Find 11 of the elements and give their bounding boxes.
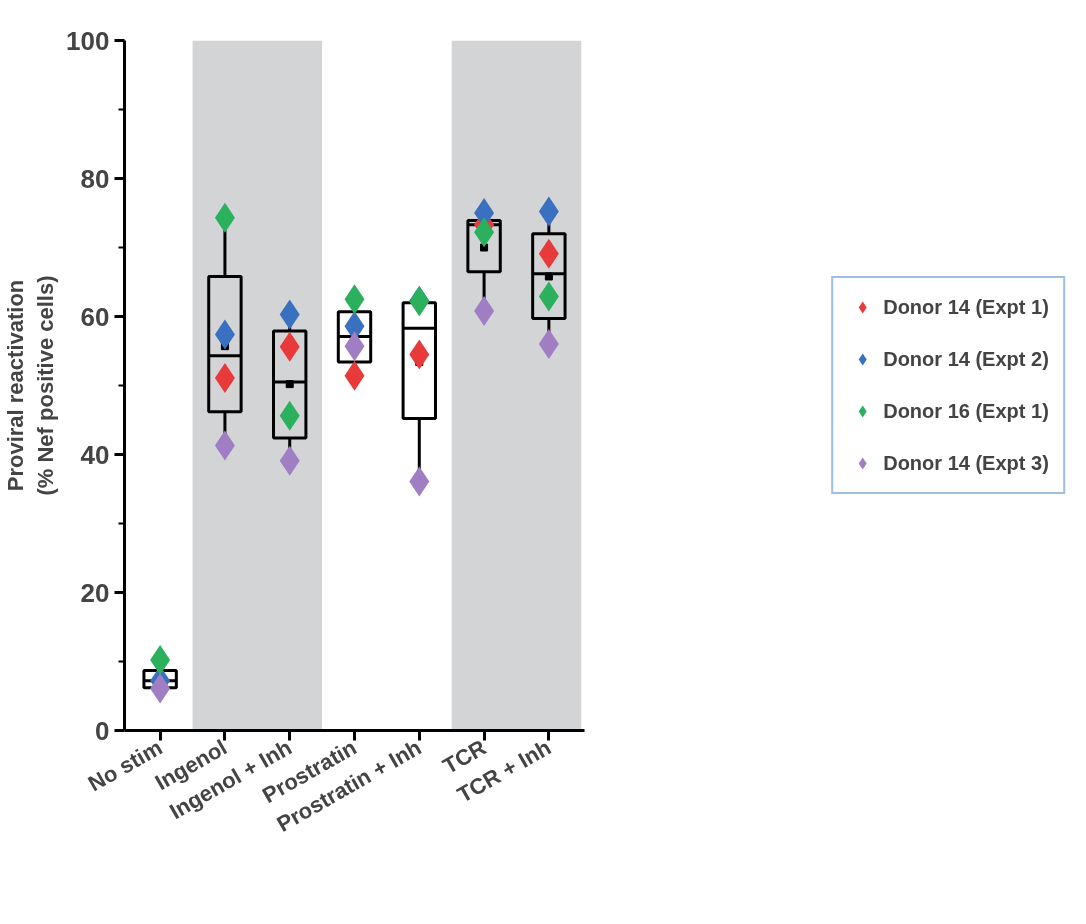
y-tick-label: 0 (95, 715, 110, 746)
y-tick-label: 20 (80, 577, 110, 608)
legend-label: Donor 16 (Expt 1) (883, 399, 1049, 423)
y-axis-title: Proviral reactivation (% Nef positive cells) (3, 275, 59, 496)
legend-label: Donor 14 (Expt 2) (883, 347, 1049, 371)
y-tick-label: 100 (66, 25, 110, 56)
legend-label: Donor 14 (Expt 3) (883, 451, 1049, 475)
y-tick-label: 80 (80, 163, 110, 194)
legend-label: Donor 14 (Expt 1) (883, 295, 1049, 319)
y-tick-label: 60 (80, 301, 110, 332)
y-tick-label: 40 (80, 439, 110, 470)
